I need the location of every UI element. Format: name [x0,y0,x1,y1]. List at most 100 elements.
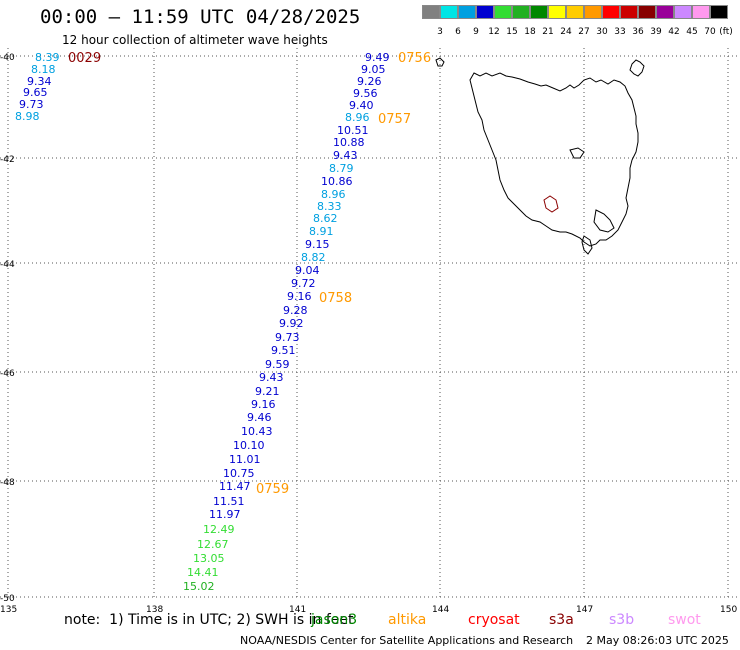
wave-height-value: 10.75 [223,467,255,480]
credit-text: NOAA/NESDIS Center for Satellite Applica… [240,634,574,647]
longitude-label: 147 [576,605,593,615]
wave-height-value: 9.15 [305,238,330,251]
legend-label: 3 [437,27,443,37]
satellite-name: swot [668,612,701,628]
page-title: 00:00 – 11:59 UTC 04/28/2025 [40,6,361,28]
tasman-peninsula-outline [593,209,615,233]
wave-height-value: 10.88 [333,136,365,149]
wave-height-value: 11.97 [209,508,241,521]
tasmania-mainland-outline [469,72,639,247]
satellite-name: jason3 [311,612,358,628]
wave-height-value: 8.18 [31,63,56,76]
legend-swatch [638,5,656,19]
legend-label: 9 [473,27,479,37]
longitude-label: 141 [289,605,306,615]
tasmania-coastline [435,57,645,255]
pass-time-label: 0758 [319,291,352,306]
latitude-label: -42 [0,155,15,165]
longitude-label: 150 [720,605,737,615]
wave-height-value: 9.46 [247,411,272,424]
track-main: 9.499.059.269.569.408.9610.5110.889.438.… [183,51,431,593]
legend-swatch [692,5,710,19]
wave-height-value: 10.43 [241,425,273,438]
wave-height-legend: 3 6 9 12 15 18 21 24 27 30 33 36 39 42 45 70 (ft) [422,5,733,37]
footer-note: note: 1) Time is in UTC; 2) SWH is in fe… [64,612,354,628]
legend-label: 27 [578,27,590,37]
wave-height-value: 9.40 [349,99,374,112]
legend-swatch [548,5,566,19]
legend-swatch [674,5,692,19]
wave-height-value: 9.43 [259,371,284,384]
wave-height-value: 9.16 [251,398,276,411]
wave-height-value: 9.16 [287,290,312,303]
legend-swatch [710,5,728,19]
wave-height-value: 9.43 [333,149,358,162]
legend-swatch [512,5,530,19]
latitude-label: -44 [0,260,15,270]
wave-height-value: 9.34 [27,75,52,88]
longitude-label: 135 [0,605,17,615]
legend-swatch [494,5,512,19]
latitude-label: -48 [0,478,15,488]
flinders-island-outline [629,59,645,77]
wave-height-value: 8.82 [301,251,326,264]
wave-height-value: 11.51 [213,495,245,508]
legend-label: 30 [596,27,608,37]
longitude-label: 144 [432,605,449,615]
legend-label: 42 [668,27,680,37]
legend-label: 36 [632,27,644,37]
wave-height-value: 8.96 [345,111,370,124]
wave-height-value: 9.04 [295,264,320,277]
wave-height-value: 12.67 [197,538,229,551]
wave-height-value: 12.49 [203,523,235,536]
satellite-name: altika [388,612,427,628]
legend-swatch [656,5,674,19]
wave-height-value: 8.39 [35,51,60,64]
wave-height-value: 8.33 [317,200,342,213]
wave-height-value: 11.47 [219,480,251,493]
latitude-label: -46 [0,369,15,379]
latitude-label: -40 [0,53,15,63]
legend-label: 12 [488,27,500,37]
legend-swatch [566,5,584,19]
pass-time-label: 0759 [256,482,289,497]
legend-label: 24 [560,27,572,37]
satellite-name: s3a [549,612,574,628]
satellite-name: s3b [609,612,635,628]
wave-height-value: 14.41 [187,566,219,579]
legend-swatch [422,5,440,19]
lake-outline [543,195,559,213]
satellite-name: cryosat [468,612,520,628]
wave-height-value: 9.92 [279,317,304,330]
legend-label: 15 [506,27,518,37]
wave-height-value: 9.73 [19,98,44,111]
wave-height-value: 9.21 [255,385,280,398]
king-island-outline [435,57,445,67]
legend-swatch [458,5,476,19]
track-west: 8.398.189.349.659.738.98 0029 [15,51,101,123]
wave-height-value: 9.26 [357,75,382,88]
page-subtitle: 12 hour collection of altimeter wave hei… [62,33,328,47]
island-east-outline [569,147,585,159]
legend-label: 33 [614,27,626,37]
legend-swatch [440,5,458,19]
pass-time-label: 0756 [398,51,431,66]
pass-time-label: 0757 [378,112,411,127]
wave-height-value: 9.49 [365,51,390,64]
wave-height-value: 9.73 [275,331,300,344]
lat-lon-grid [0,48,740,600]
wave-height-value: 10.86 [321,175,353,188]
legend-label: 18 [524,27,536,37]
wave-height-value: 8.62 [313,212,338,225]
wave-height-value: 9.59 [265,358,290,371]
legend-label: 6 [455,27,461,37]
wave-height-value: 9.51 [271,344,296,357]
wave-height-value: 10.51 [337,124,369,137]
wave-height-value: 11.01 [229,453,261,466]
wave-height-value: 8.96 [321,188,346,201]
wave-height-value: 15.02 [183,580,215,593]
legend-label: 39 [650,27,662,37]
